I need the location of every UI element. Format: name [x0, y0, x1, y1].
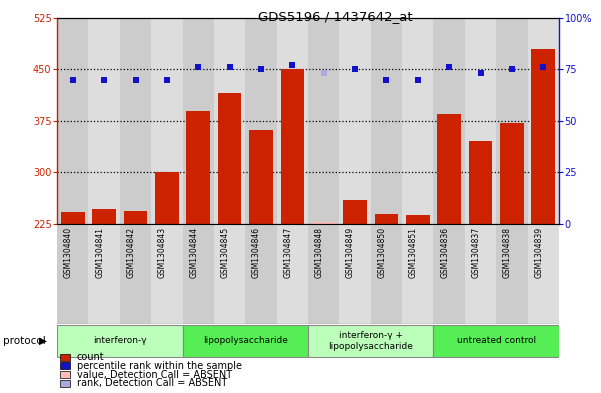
Bar: [312, 222, 335, 224]
Bar: [276, 18, 308, 224]
Text: ▶: ▶: [39, 336, 47, 346]
Bar: [281, 69, 304, 224]
Bar: [465, 224, 496, 324]
Bar: [308, 224, 340, 324]
Bar: [528, 224, 559, 324]
Bar: [340, 18, 371, 224]
Text: GSM1304845: GSM1304845: [221, 227, 230, 278]
Bar: [120, 224, 151, 324]
Bar: [218, 93, 242, 224]
Bar: [308, 18, 340, 224]
Bar: [343, 200, 367, 224]
Bar: [57, 18, 88, 224]
Text: percentile rank within the sample: percentile rank within the sample: [77, 361, 242, 371]
Text: GSM1304837: GSM1304837: [472, 227, 481, 278]
Bar: [120, 18, 151, 224]
Text: GSM1304849: GSM1304849: [346, 227, 355, 278]
Bar: [155, 173, 178, 224]
Bar: [433, 224, 465, 324]
Bar: [374, 214, 398, 224]
Bar: [528, 18, 559, 224]
Bar: [433, 18, 465, 224]
Bar: [124, 211, 147, 224]
Bar: [500, 123, 523, 224]
Bar: [465, 18, 496, 224]
Bar: [183, 325, 308, 357]
Bar: [57, 224, 88, 324]
Bar: [433, 325, 559, 357]
Bar: [57, 325, 183, 357]
Bar: [531, 49, 555, 224]
Bar: [186, 110, 210, 224]
Text: interferon-γ +
lipopolysaccharide: interferon-γ + lipopolysaccharide: [328, 331, 413, 351]
Text: GSM1304839: GSM1304839: [534, 227, 543, 278]
Text: GSM1304838: GSM1304838: [503, 227, 512, 278]
Bar: [214, 224, 245, 324]
Bar: [496, 18, 528, 224]
Text: GDS5196 / 1437642_at: GDS5196 / 1437642_at: [258, 10, 413, 23]
Text: GSM1304841: GSM1304841: [95, 227, 104, 278]
Text: GSM1304846: GSM1304846: [252, 227, 261, 278]
Bar: [249, 130, 273, 224]
Bar: [151, 224, 183, 324]
Text: protocol: protocol: [3, 336, 46, 346]
Bar: [151, 18, 183, 224]
Text: GSM1304842: GSM1304842: [126, 227, 135, 278]
Bar: [93, 209, 116, 224]
Text: GSM1304847: GSM1304847: [283, 227, 292, 278]
Bar: [308, 325, 433, 357]
Bar: [61, 212, 85, 224]
Bar: [469, 141, 492, 224]
Bar: [402, 18, 433, 224]
Text: value, Detection Call = ABSENT: value, Detection Call = ABSENT: [77, 369, 232, 380]
Bar: [276, 224, 308, 324]
Bar: [88, 18, 120, 224]
Bar: [340, 224, 371, 324]
Bar: [438, 114, 461, 224]
Bar: [406, 215, 430, 224]
Text: GSM1304836: GSM1304836: [440, 227, 449, 278]
Bar: [183, 224, 214, 324]
Text: lipopolysaccharide: lipopolysaccharide: [203, 336, 288, 345]
Text: GSM1304843: GSM1304843: [158, 227, 167, 278]
Text: GSM1304844: GSM1304844: [189, 227, 198, 278]
Bar: [88, 224, 120, 324]
Text: count: count: [77, 352, 105, 362]
Text: GSM1304848: GSM1304848: [315, 227, 324, 278]
Text: GSM1304851: GSM1304851: [409, 227, 418, 278]
Bar: [183, 18, 214, 224]
Bar: [214, 18, 245, 224]
Text: GSM1304840: GSM1304840: [64, 227, 73, 278]
Bar: [245, 18, 276, 224]
Text: rank, Detection Call = ABSENT: rank, Detection Call = ABSENT: [77, 378, 227, 388]
Bar: [402, 224, 433, 324]
Text: GSM1304850: GSM1304850: [377, 227, 386, 278]
Bar: [371, 18, 402, 224]
Bar: [496, 224, 528, 324]
Text: untreated control: untreated control: [457, 336, 535, 345]
Bar: [371, 224, 402, 324]
Bar: [245, 224, 276, 324]
Text: interferon-γ: interferon-γ: [93, 336, 147, 345]
